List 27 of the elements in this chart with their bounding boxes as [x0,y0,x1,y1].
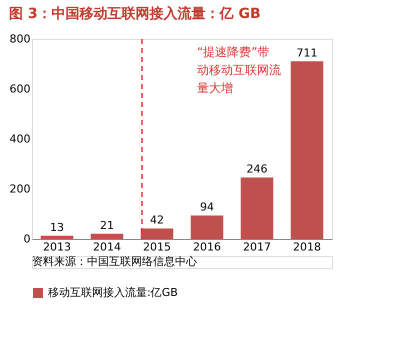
legend-label: 移动互联网接入流量:亿GB [48,286,178,299]
data-label: 711 [296,46,318,60]
bar [40,236,74,239]
y-tick-label: 400 [10,132,30,146]
bar [140,228,174,239]
x-tick-label: 2017 [243,240,271,254]
data-label: 42 [150,214,164,226]
text: 资料来源：中国互联网络信息中心 [32,255,197,268]
y-tick-label: 800 [10,32,30,46]
annotation: “提速降费”带动移动互联网流量大增 [197,45,281,95]
data-label: 13 [50,220,64,234]
y-tick-label: 600 [10,82,30,96]
x-tick-label: 2018 [293,240,321,254]
data-label: 21 [100,218,114,232]
bar [190,216,224,239]
bar [290,61,324,239]
x-tick-label: 2013 [43,240,71,254]
bar [90,234,124,239]
bar [240,178,274,239]
x-tick-label: 2015 [143,240,171,254]
x-tick-label: 2016 [193,240,221,254]
data-label: 246 [246,162,268,176]
data-label: 94 [200,200,214,214]
y-tick-label: 0 [24,232,30,246]
chart-title: 图 3：中国移动互联网接入流量：亿 GB [9,5,261,22]
x-tick-label: 2014 [93,240,121,254]
y-tick-label: 200 [10,182,30,196]
